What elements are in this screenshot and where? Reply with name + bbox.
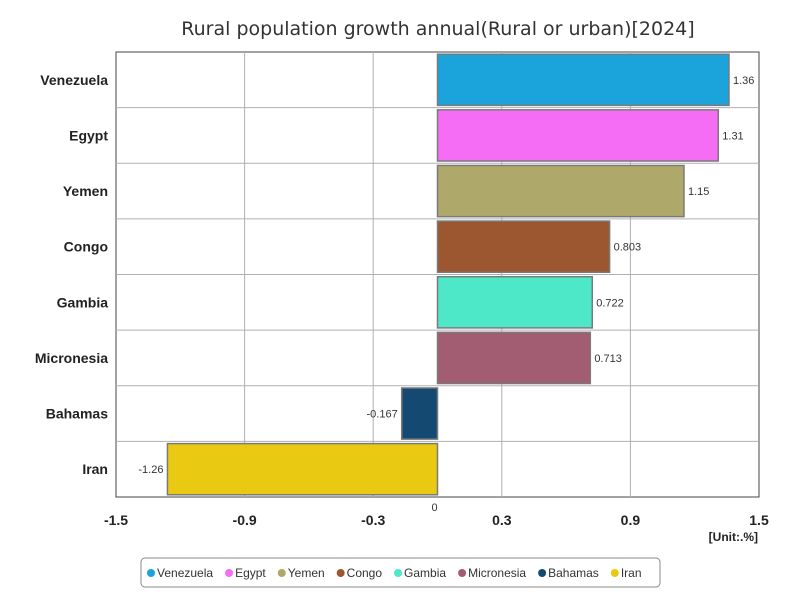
category-label: Yemen <box>63 183 108 199</box>
value-label: 1.15 <box>688 186 709 198</box>
legend-label: Congo <box>347 566 383 580</box>
legend: Venezuela Egypt Yemen Congo Gambia Micronesia… <box>147 566 642 580</box>
value-labels: 1.36 1.31 1.15 0.803 0.722 0.713 -0.167 -1.26 <box>138 75 754 476</box>
x-tick-label: 1.5 <box>749 512 769 528</box>
category-label: Micronesia <box>35 350 108 366</box>
bars <box>166 53 730 496</box>
legend-marker <box>458 569 467 577</box>
legend-marker <box>336 569 345 577</box>
bar-congo <box>436 220 611 274</box>
bar-egypt <box>436 109 720 162</box>
legend-marker <box>147 569 155 577</box>
bar-gambia <box>436 275 593 329</box>
grid-lines <box>116 52 759 497</box>
legend-marker <box>538 569 547 577</box>
category-label: Bahamas <box>46 406 108 422</box>
category-label: Egypt <box>69 127 108 143</box>
bar-bahamas <box>400 387 439 440</box>
value-label: 0.713 <box>594 353 622 365</box>
chart-title: Rural population growth annual(Rural or … <box>181 18 694 40</box>
value-label: 1.31 <box>722 130 743 142</box>
legend-label: Venezuela <box>157 566 213 580</box>
category-label: Gambia <box>57 294 109 310</box>
x-tick-label: -0.9 <box>233 512 257 528</box>
value-label: -1.26 <box>138 464 163 476</box>
legend-label: Egypt <box>235 566 266 580</box>
category-label: Venezuela <box>40 72 108 88</box>
x-tick-label: -1.5 <box>104 512 128 528</box>
unit-label: [Unit:.%] <box>709 530 758 544</box>
legend-marker <box>225 569 234 577</box>
category-label: Iran <box>82 461 108 477</box>
legend-label: Iran <box>621 566 642 580</box>
legend-marker <box>277 569 286 577</box>
bar-yemen <box>436 164 685 218</box>
legend-label: Micronesia <box>468 566 526 580</box>
category-labels: Venezuela Egypt Yemen Congo Gambia Micronesia… <box>35 72 108 477</box>
legend-marker <box>610 569 619 577</box>
legend-label: Bahamas <box>548 566 599 580</box>
x-tick-label: 0.3 <box>492 512 512 528</box>
bar-micronesia <box>436 331 592 385</box>
x-tick-label: 0 <box>431 502 437 514</box>
value-label: 1.36 <box>733 75 754 87</box>
x-tick-label: 0.9 <box>621 512 641 528</box>
bar-iran <box>166 442 439 496</box>
x-tick-label: -0.3 <box>361 512 385 528</box>
category-label: Congo <box>64 239 108 255</box>
legend-label: Gambia <box>404 566 446 580</box>
legend-label: Yemen <box>288 566 325 580</box>
value-label: 0.803 <box>614 242 642 254</box>
x-tick-labels: -1.5 -0.9 -0.3 0 0.3 0.9 1.5 <box>104 502 769 528</box>
value-label: -0.167 <box>367 409 398 421</box>
bar-venezuela <box>436 53 730 107</box>
legend-marker <box>394 569 403 577</box>
value-label: 0.722 <box>596 297 624 309</box>
